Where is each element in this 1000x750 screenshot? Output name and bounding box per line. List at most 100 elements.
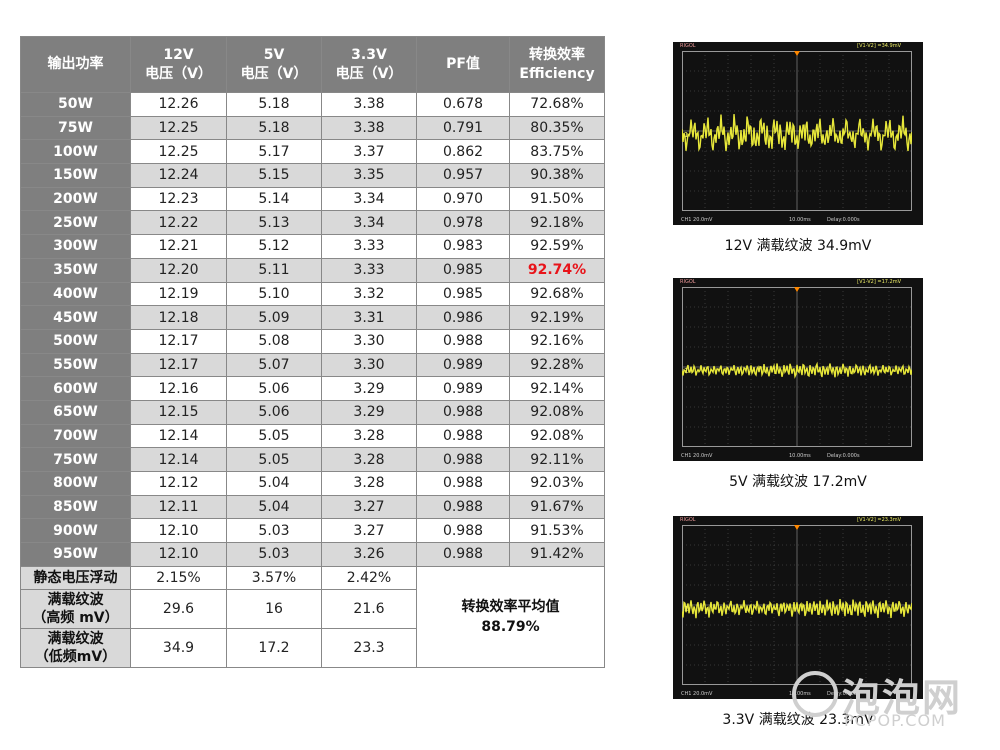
table-cell: 91.67% bbox=[509, 494, 605, 520]
table-cell: 3.33 bbox=[321, 234, 417, 259]
table-cell: 5.18 bbox=[226, 115, 322, 141]
table-cell: 12.11 bbox=[130, 494, 227, 520]
column-header: 5V 电压（V） bbox=[226, 36, 322, 93]
scope-footer: CH1 20.0mV 10.00ms Delay:0.000s bbox=[677, 451, 919, 461]
table-cell: 3.28 bbox=[321, 447, 417, 472]
table-cell: 3.27 bbox=[321, 518, 417, 544]
column-header: 输出功率 bbox=[20, 36, 131, 93]
svg-text:1: 1 bbox=[684, 131, 688, 139]
table-cell: 92.14% bbox=[509, 376, 605, 401]
scope-timebase: 10.00ms bbox=[789, 453, 811, 459]
table-cell: 12.14 bbox=[130, 423, 227, 449]
table-row: 50W 12.26 5.18 3.38 0.678 72.68% bbox=[20, 92, 605, 117]
table-cell: 3.29 bbox=[321, 399, 417, 425]
power-label: 450W bbox=[20, 305, 131, 330]
power-label: 800W bbox=[20, 471, 131, 496]
table-cell: 91.42% bbox=[509, 542, 605, 567]
table-cell: 3.27 bbox=[321, 494, 417, 520]
table-cell: 0.862 bbox=[416, 139, 510, 165]
table-cell: 3.30 bbox=[321, 328, 417, 354]
table-cell: 12.22 bbox=[130, 210, 227, 236]
table-cell: 12.25 bbox=[130, 139, 227, 165]
scope-delay: Delay:0.000s bbox=[827, 217, 860, 223]
scope-brand: RIGOL bbox=[680, 517, 696, 523]
table-row: 600W 12.16 5.06 3.29 0.989 92.14% bbox=[20, 376, 605, 401]
table-cell: 3.38 bbox=[321, 92, 417, 117]
table-cell: 0.978 bbox=[416, 210, 510, 236]
scope-waveform: 1 bbox=[682, 51, 912, 211]
table-cell: 5.03 bbox=[226, 542, 322, 567]
power-label: 750W bbox=[20, 447, 131, 472]
table-row: 800W 12.12 5.04 3.28 0.988 92.03% bbox=[20, 471, 605, 496]
scope-delay: Delay:0.000s bbox=[827, 453, 860, 459]
table-cell: 80.35% bbox=[509, 115, 605, 141]
psu-test-table: 输出功率 12V 电压（V） 5V 电压（V） 3.3V 电压（V） PF值 转换效率 Effic… bbox=[20, 36, 605, 668]
table-cell: 5.08 bbox=[226, 328, 322, 354]
power-label: 300W bbox=[20, 234, 131, 259]
table-cell: 92.03% bbox=[509, 471, 605, 496]
table-cell: 92.18% bbox=[509, 210, 605, 236]
table-cell: 92.28% bbox=[509, 352, 605, 378]
table-cell: 12.18 bbox=[130, 305, 227, 330]
table-row: 700W 12.14 5.05 3.28 0.988 92.08% bbox=[20, 423, 605, 449]
watermark-logo-icon bbox=[792, 671, 838, 717]
table-cell: 12.19 bbox=[130, 281, 227, 307]
table-cell: 0.989 bbox=[416, 376, 510, 401]
table-cell: 12.21 bbox=[130, 234, 227, 259]
table-cell: 0.988 bbox=[416, 328, 510, 354]
table-cell: 0.988 bbox=[416, 447, 510, 472]
watermark-site: PCPOP.COM bbox=[844, 711, 946, 730]
scope-waveform: 1 bbox=[682, 287, 912, 447]
power-label: 400W bbox=[20, 281, 131, 307]
ripple-lf-row: 满载纹波 （低频mV） 34.9 17.2 23.3 bbox=[20, 627, 605, 668]
table-cell: 3.38 bbox=[321, 115, 417, 141]
table-cell: 5.04 bbox=[226, 494, 322, 520]
ripple-hf-row: 满载纹波 （高频 mV） 29.6 16 21.6 bbox=[20, 588, 605, 629]
power-label: 350W bbox=[20, 257, 131, 283]
oscilloscope-screenshot: RIGOL [V1-V2] =23.3mV 1 CH1 20.0mV 10.00ms De… bbox=[673, 516, 923, 699]
table-row: 450W 12.18 5.09 3.31 0.986 92.19% bbox=[20, 305, 605, 330]
watermark-name: 泡泡网 bbox=[842, 676, 963, 720]
table-cell: 29.6 bbox=[130, 588, 227, 629]
power-label: 500W bbox=[20, 328, 131, 354]
table-cell: 5.13 bbox=[226, 210, 322, 236]
ripple-hf-label: 满载纹波 （高频 mV） bbox=[20, 588, 131, 629]
power-label: 75W bbox=[20, 115, 131, 141]
table-cell: 0.970 bbox=[416, 186, 510, 212]
table-cell: 12.16 bbox=[130, 376, 227, 401]
column-header: 转换效率 Efficiency bbox=[509, 36, 605, 93]
scope-measurement: [V1-V2] =23.3mV bbox=[857, 517, 901, 523]
table-cell: 12.23 bbox=[130, 186, 227, 212]
table-cell: 0.989 bbox=[416, 352, 510, 378]
table-cell: 5.05 bbox=[226, 423, 322, 449]
power-label: 550W bbox=[20, 352, 131, 378]
avg-efficiency-value: 88.79% bbox=[481, 618, 540, 635]
table-cell: 0.678 bbox=[416, 92, 510, 117]
table-cell: 3.33 bbox=[321, 257, 417, 283]
column-header: 12V 电压（V） bbox=[130, 36, 227, 93]
table-row: 400W 12.19 5.10 3.32 0.985 92.68% bbox=[20, 281, 605, 307]
table-cell: 3.32 bbox=[321, 281, 417, 307]
table-cell: 0.988 bbox=[416, 542, 510, 567]
scope-caption: 5V 满载纹波 17.2mV bbox=[729, 474, 867, 490]
table-cell: 0.988 bbox=[416, 494, 510, 520]
scope-measurement: [V1-V2] =17.2mV bbox=[857, 279, 901, 285]
svg-text:1: 1 bbox=[684, 367, 688, 375]
table-cell: 3.34 bbox=[321, 186, 417, 212]
static-voltage-row: 静态电压浮动 2.15% 3.57% 2.42% 转换效率平均值 88.79% bbox=[20, 565, 605, 668]
table-cell: 0.988 bbox=[416, 399, 510, 425]
table-cell: 5.15 bbox=[226, 163, 322, 188]
table-cell: 92.16% bbox=[509, 328, 605, 354]
table-cell: 0.988 bbox=[416, 518, 510, 544]
table-cell: 3.57% bbox=[226, 565, 322, 590]
oscilloscope-screenshot: RIGOL [V1-V2] =34.9mV 1 CH1 20.0mV 10.00ms De… bbox=[673, 42, 923, 225]
table-cell: 5.10 bbox=[226, 281, 322, 307]
table-cell: 3.26 bbox=[321, 542, 417, 567]
ripple-lf-label: 满载纹波 （低频mV） bbox=[20, 627, 131, 668]
power-label: 150W bbox=[20, 163, 131, 188]
table-cell: 92.08% bbox=[509, 423, 605, 449]
oscilloscope-screenshot: RIGOL [V1-V2] =17.2mV 1 CH1 20.0mV 10.00ms De… bbox=[673, 278, 923, 461]
power-label: 50W bbox=[20, 92, 131, 117]
table-cell: 12.14 bbox=[130, 447, 227, 472]
table-cell: 3.34 bbox=[321, 210, 417, 236]
